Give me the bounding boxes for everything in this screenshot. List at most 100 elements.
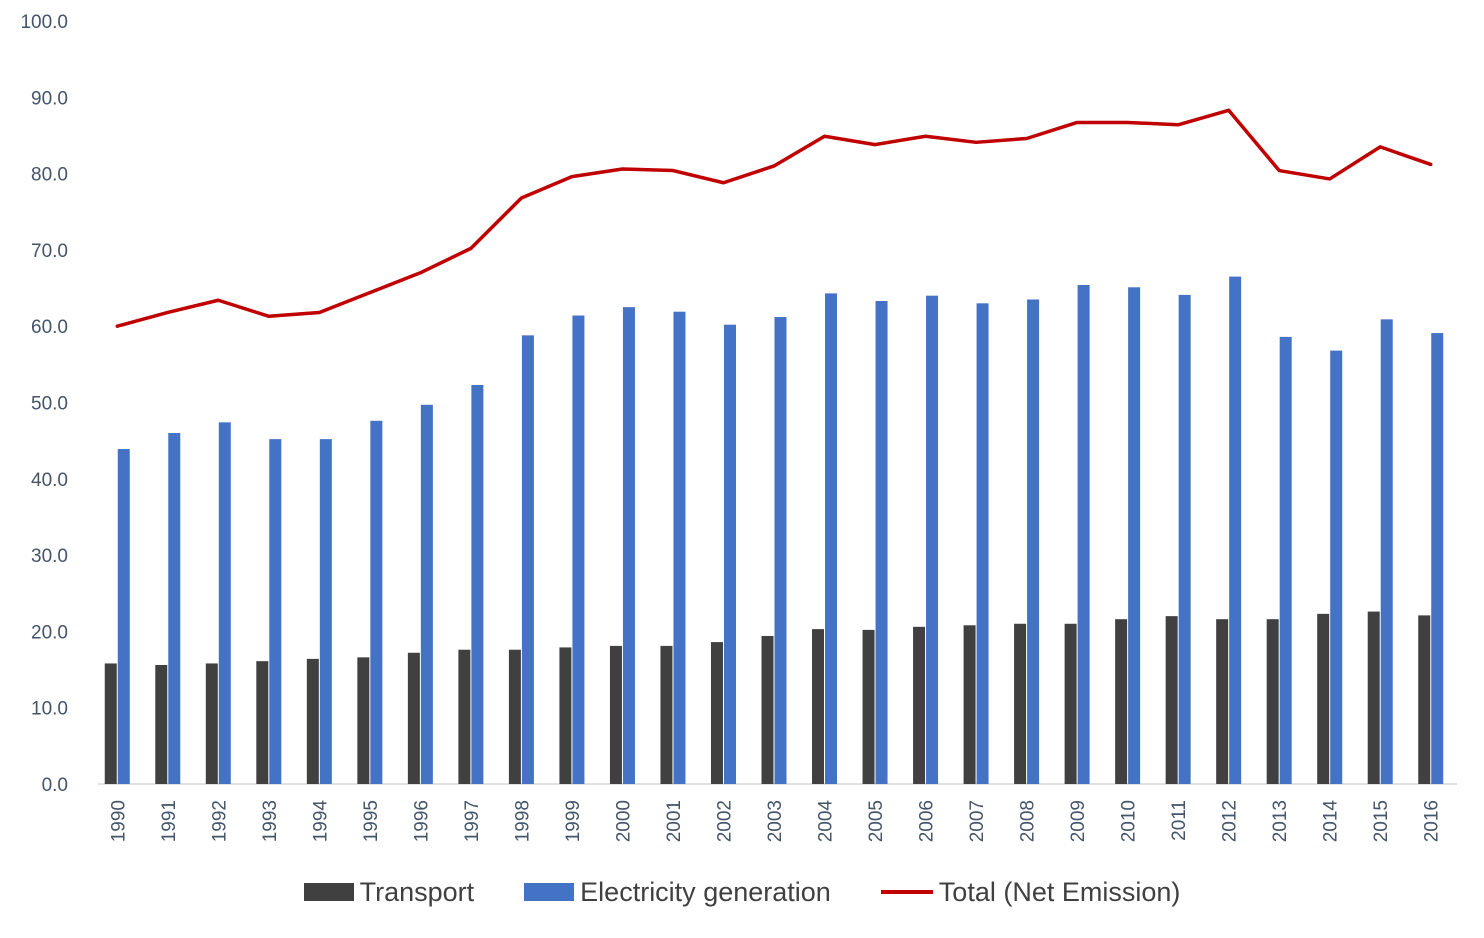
bar-transport bbox=[104, 663, 117, 784]
x-tick-label: 2003 bbox=[765, 800, 786, 842]
bar-electricity bbox=[926, 295, 939, 784]
bar-transport bbox=[306, 658, 319, 784]
x-tick-label: 2014 bbox=[1321, 800, 1342, 843]
total-line bbox=[115, 108, 1433, 328]
x-tick-label: 1990 bbox=[108, 800, 129, 842]
bar-transport bbox=[1317, 613, 1330, 784]
bar-transport bbox=[508, 649, 521, 784]
bar-electricity bbox=[1178, 294, 1191, 784]
chart: 0.0 10.0 20.0 30.0 40.0 50.0 60.0 70.0 80.0 90.0 1… bbox=[20, 12, 1457, 843]
bar-transport bbox=[1216, 619, 1229, 784]
bar-transport bbox=[660, 645, 673, 784]
legend-swatch-transport bbox=[303, 883, 354, 901]
bar-transport bbox=[913, 626, 926, 784]
x-tick-label: 2012 bbox=[1220, 800, 1241, 842]
x-tick-label: 2010 bbox=[1119, 800, 1140, 842]
legend-item-transport: Transport bbox=[303, 877, 474, 908]
transport-bars bbox=[104, 611, 1431, 784]
legend-label-electricity: Electricity generation bbox=[580, 876, 831, 907]
y-tick-label: 50.0 bbox=[31, 394, 68, 415]
bar-transport bbox=[1165, 616, 1178, 784]
x-tick-label: 1996 bbox=[411, 800, 432, 842]
x-tick-label: 2005 bbox=[866, 800, 887, 842]
x-tick-label: 2011 bbox=[1169, 800, 1190, 841]
x-tick-label: 1998 bbox=[512, 800, 533, 842]
x-axis-labels: 1990 1991 1992 1993 1994 1995 1996 1997 1998 1999… bbox=[108, 800, 1442, 843]
bar-electricity bbox=[723, 324, 736, 784]
bar-transport bbox=[1014, 623, 1027, 784]
legend: Transport Electricity generation Total (… bbox=[0, 870, 1484, 914]
bar-electricity bbox=[269, 439, 282, 784]
bar-electricity bbox=[420, 404, 433, 784]
bar-transport bbox=[963, 625, 976, 784]
y-tick-label: 90.0 bbox=[31, 88, 68, 109]
bar-transport bbox=[559, 647, 572, 784]
x-tick-label: 2007 bbox=[967, 800, 988, 842]
x-tick-label: 1997 bbox=[462, 800, 483, 842]
y-tick-label: 10.0 bbox=[31, 699, 68, 720]
bar-electricity bbox=[168, 433, 181, 784]
x-tick-label: 1993 bbox=[260, 800, 281, 842]
bar-transport bbox=[1064, 623, 1077, 784]
bar-transport bbox=[710, 642, 723, 784]
y-axis-labels: 0.0 10.0 20.0 30.0 40.0 50.0 60.0 70.0 80.0 90.0 1… bbox=[20, 12, 68, 796]
x-tick-label: 2001 bbox=[664, 800, 685, 842]
bar-electricity bbox=[976, 303, 989, 784]
bar-electricity bbox=[218, 422, 231, 784]
bar-transport bbox=[458, 649, 471, 784]
bar-transport bbox=[256, 661, 269, 784]
x-tick-label: 2006 bbox=[917, 800, 938, 842]
legend-swatch-total bbox=[880, 890, 933, 894]
y-tick-label: 80.0 bbox=[31, 165, 68, 186]
bar-electricity bbox=[117, 449, 130, 784]
x-tick-label: 1999 bbox=[563, 800, 584, 842]
bar-electricity bbox=[1279, 336, 1292, 784]
y-tick-label: 0.0 bbox=[42, 775, 68, 796]
x-tick-label: 2000 bbox=[613, 800, 634, 842]
y-tick-label: 20.0 bbox=[31, 622, 68, 643]
x-tick-label: 1994 bbox=[310, 800, 331, 843]
electricity-bars bbox=[117, 276, 1444, 784]
legend-swatch-electricity bbox=[524, 883, 575, 901]
x-tick-label: 1995 bbox=[361, 800, 382, 842]
bar-electricity bbox=[1431, 333, 1444, 784]
bar-electricity bbox=[521, 335, 534, 784]
bar-transport bbox=[205, 663, 218, 784]
bar-transport bbox=[357, 657, 370, 784]
bar-transport bbox=[862, 629, 875, 784]
legend-item-electricity: Electricity generation bbox=[524, 877, 831, 908]
x-tick-label: 2013 bbox=[1270, 800, 1291, 842]
bar-electricity bbox=[471, 384, 484, 784]
x-tick-label: 2016 bbox=[1422, 800, 1443, 842]
y-tick-label: 70.0 bbox=[31, 241, 68, 262]
bar-electricity bbox=[319, 439, 332, 784]
bar-transport bbox=[155, 664, 168, 784]
y-tick-label: 100.0 bbox=[20, 12, 68, 33]
bar-electricity bbox=[673, 311, 686, 784]
x-tick-label: 2009 bbox=[1068, 800, 1089, 842]
bar-electricity bbox=[1077, 284, 1090, 784]
bar-electricity bbox=[622, 307, 635, 784]
bar-transport bbox=[761, 635, 774, 784]
bar-transport bbox=[609, 645, 622, 784]
x-tick-label: 2015 bbox=[1371, 800, 1392, 842]
x-tick-label: 1992 bbox=[209, 800, 230, 842]
x-tick-label: 2004 bbox=[816, 800, 837, 843]
bar-transport bbox=[407, 652, 420, 784]
bar-electricity bbox=[774, 317, 787, 784]
x-tick-label: 2002 bbox=[714, 800, 735, 842]
bar-transport bbox=[1418, 615, 1431, 784]
y-tick-label: 40.0 bbox=[31, 470, 68, 491]
bar-transport bbox=[812, 629, 825, 784]
bar-electricity bbox=[1027, 299, 1040, 784]
bar-electricity bbox=[1229, 276, 1242, 784]
x-tick-label: 1991 bbox=[159, 800, 180, 842]
bar-electricity bbox=[1128, 287, 1141, 784]
bar-electricity bbox=[1330, 350, 1343, 784]
bar-electricity bbox=[370, 420, 383, 784]
y-tick-label: 60.0 bbox=[31, 317, 68, 338]
bar-electricity bbox=[825, 293, 838, 784]
bar-transport bbox=[1115, 619, 1128, 784]
bar-electricity bbox=[572, 315, 585, 784]
bar-transport bbox=[1367, 611, 1380, 784]
